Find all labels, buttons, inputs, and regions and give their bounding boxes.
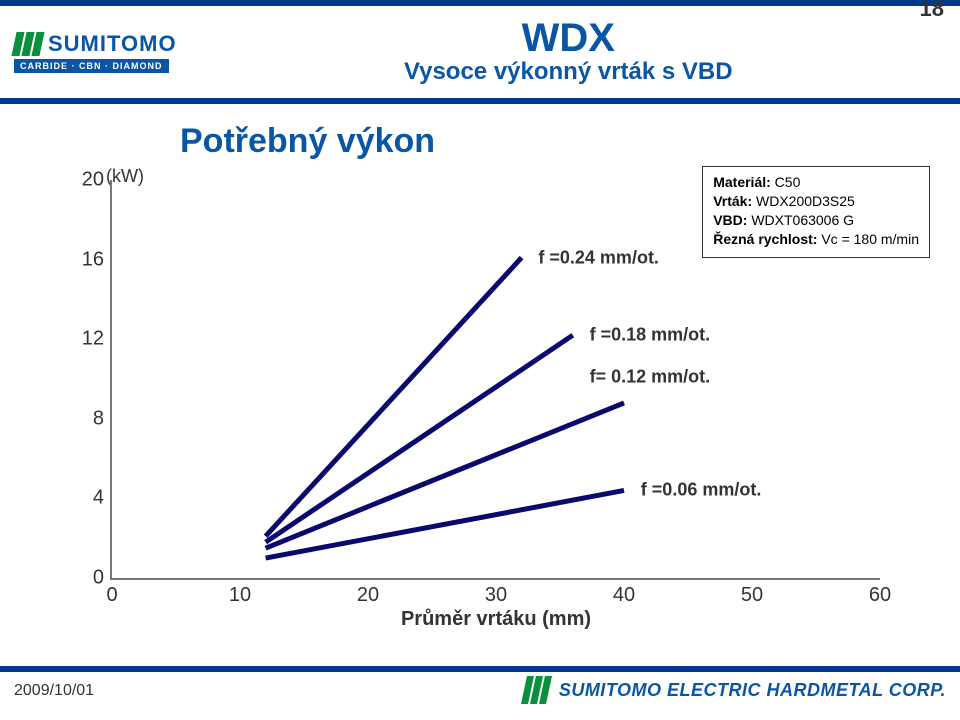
header-content: SUMITOMO CARBIDE · CBN · DIAMOND WDX Vys… xyxy=(0,6,960,98)
plot-svg xyxy=(112,180,880,578)
y-tick-label: 20 xyxy=(64,169,104,192)
sumitomo-logo: SUMITOMO CARBIDE · CBN · DIAMOND xyxy=(14,31,177,73)
slide-page: SUMITOMO CARBIDE · CBN · DIAMOND WDX Vys… xyxy=(0,0,960,720)
y-tick-label: 12 xyxy=(64,328,104,351)
page-title: WDX xyxy=(522,18,615,58)
x-tick-label: 0 xyxy=(106,584,117,607)
footer: 2009/10/01 SUMITOMO ELECTRIC HARDMETAL C… xyxy=(0,666,960,720)
footer-mark-icon xyxy=(524,676,549,704)
series-label: f =0.06 mm/ot. xyxy=(641,480,762,501)
y-tick-label: 0 xyxy=(64,567,104,590)
footer-logo-text: SUMITOMO ELECTRIC HARDMETAL CORP. xyxy=(559,680,946,701)
power-chart: (kW) Průměr vrtáku (mm) 0481216200102030… xyxy=(60,170,900,620)
logo-mark-icon xyxy=(14,32,42,56)
x-tick-label: 50 xyxy=(741,584,763,607)
logo-word: SUMITOMO xyxy=(48,31,177,57)
header-band: SUMITOMO CARBIDE · CBN · DIAMOND WDX Vys… xyxy=(0,0,960,104)
x-tick-label: 60 xyxy=(869,584,891,607)
section-title: Potřebný výkon xyxy=(180,122,435,161)
x-tick-label: 10 xyxy=(229,584,251,607)
x-tick-label: 20 xyxy=(357,584,379,607)
footer-date: 2009/10/01 xyxy=(14,682,94,700)
x-tick-label: 40 xyxy=(613,584,635,607)
series-label: f =0.24 mm/ot. xyxy=(538,247,659,268)
logo-tagline: CARBIDE · CBN · DIAMOND xyxy=(14,59,169,73)
plot-area: Průměr vrtáku (mm) 048121620010203040506… xyxy=(110,180,880,580)
y-tick-label: 8 xyxy=(64,407,104,430)
x-tick-label: 30 xyxy=(485,584,507,607)
footer-rule xyxy=(0,666,960,672)
series-label: f =0.18 mm/ot. xyxy=(590,325,711,346)
series-label: f= 0.12 mm/ot. xyxy=(590,367,711,388)
page-subtitle: Vysoce výkonný vrták s VBD xyxy=(404,58,733,86)
x-axis-title: Průměr vrtáku (mm) xyxy=(401,608,591,631)
page-number: 18 xyxy=(920,0,944,22)
header-rule-bottom xyxy=(0,98,960,104)
y-tick-label: 16 xyxy=(64,248,104,271)
footer-logo: SUMITOMO ELECTRIC HARDMETAL CORP. xyxy=(524,676,946,704)
header-titles: WDX Vysoce výkonný vrták s VBD xyxy=(177,18,960,86)
y-tick-label: 4 xyxy=(64,487,104,510)
logo-row: SUMITOMO xyxy=(14,31,177,57)
